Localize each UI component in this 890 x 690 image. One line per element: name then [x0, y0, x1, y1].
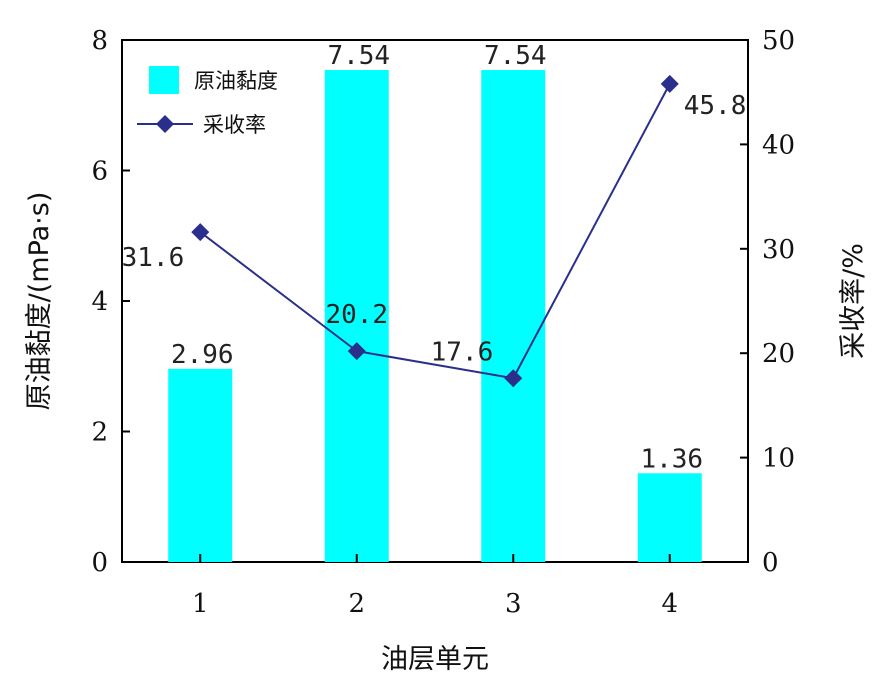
y2-tick-label: 50	[762, 26, 795, 56]
legend-swatch-viscosity	[149, 66, 179, 94]
recovery-value-label: 31.6	[122, 243, 185, 273]
bar-value-label: 1.36	[640, 444, 703, 474]
y2-tick-label: 10	[762, 444, 795, 474]
x-tick-label: 4	[661, 589, 678, 619]
x-tick-label: 1	[192, 589, 209, 619]
y2-axis-title: 采收率/%	[838, 243, 869, 359]
y2-tick-label: 40	[762, 130, 795, 160]
bar-series	[168, 70, 702, 562]
recovery-marker-4	[660, 74, 679, 93]
y2-tick-label: 30	[762, 235, 795, 265]
data-labels: 2.96 7.54 7.54 1.36 31.6 20.2 17.6 45.8	[122, 41, 747, 474]
recovery-marker-2	[347, 342, 366, 361]
recovery-value-label: 45.8	[684, 91, 747, 121]
recovery-line	[199, 83, 671, 380]
y-tick-label: 6	[91, 157, 108, 187]
bar-3	[481, 70, 546, 562]
recovery-value-label: 20.2	[325, 300, 388, 330]
legend-marker-recovery	[156, 115, 174, 133]
legend-label-viscosity: 原油黏度	[194, 69, 278, 93]
y-tick-label: 0	[91, 548, 108, 578]
recovery-value-label: 17.6	[431, 337, 494, 367]
x-axis-title: 油层单元	[381, 644, 489, 675]
bar-value-label: 2.96	[171, 340, 234, 370]
bar-2	[324, 70, 389, 562]
y2-tick-label: 20	[762, 339, 795, 369]
y-tick-label: 8	[91, 26, 108, 56]
recovery-marker-3	[504, 369, 523, 388]
y2-tick-label: 0	[762, 548, 779, 578]
line-series	[191, 74, 679, 388]
bar-1	[168, 368, 233, 562]
legend-label-recovery: 采收率	[203, 113, 266, 137]
bar-4	[637, 473, 702, 562]
recovery-marker-1	[191, 223, 210, 242]
axis-ticks: 0 2 4 6 8 0 10 20 30 40 50 1 2 3 4	[91, 26, 795, 619]
y-tick-label: 2	[91, 418, 108, 448]
bar-value-label: 7.54	[484, 41, 547, 71]
x-tick-label: 2	[348, 589, 365, 619]
y-tick-label: 4	[91, 287, 108, 317]
x-tick-label: 3	[505, 589, 522, 619]
bar-value-label: 7.54	[327, 41, 390, 71]
y-axis-title: 原油黏度/(mPa·s)	[24, 192, 55, 411]
legend: 原油黏度 采收率	[137, 66, 278, 137]
